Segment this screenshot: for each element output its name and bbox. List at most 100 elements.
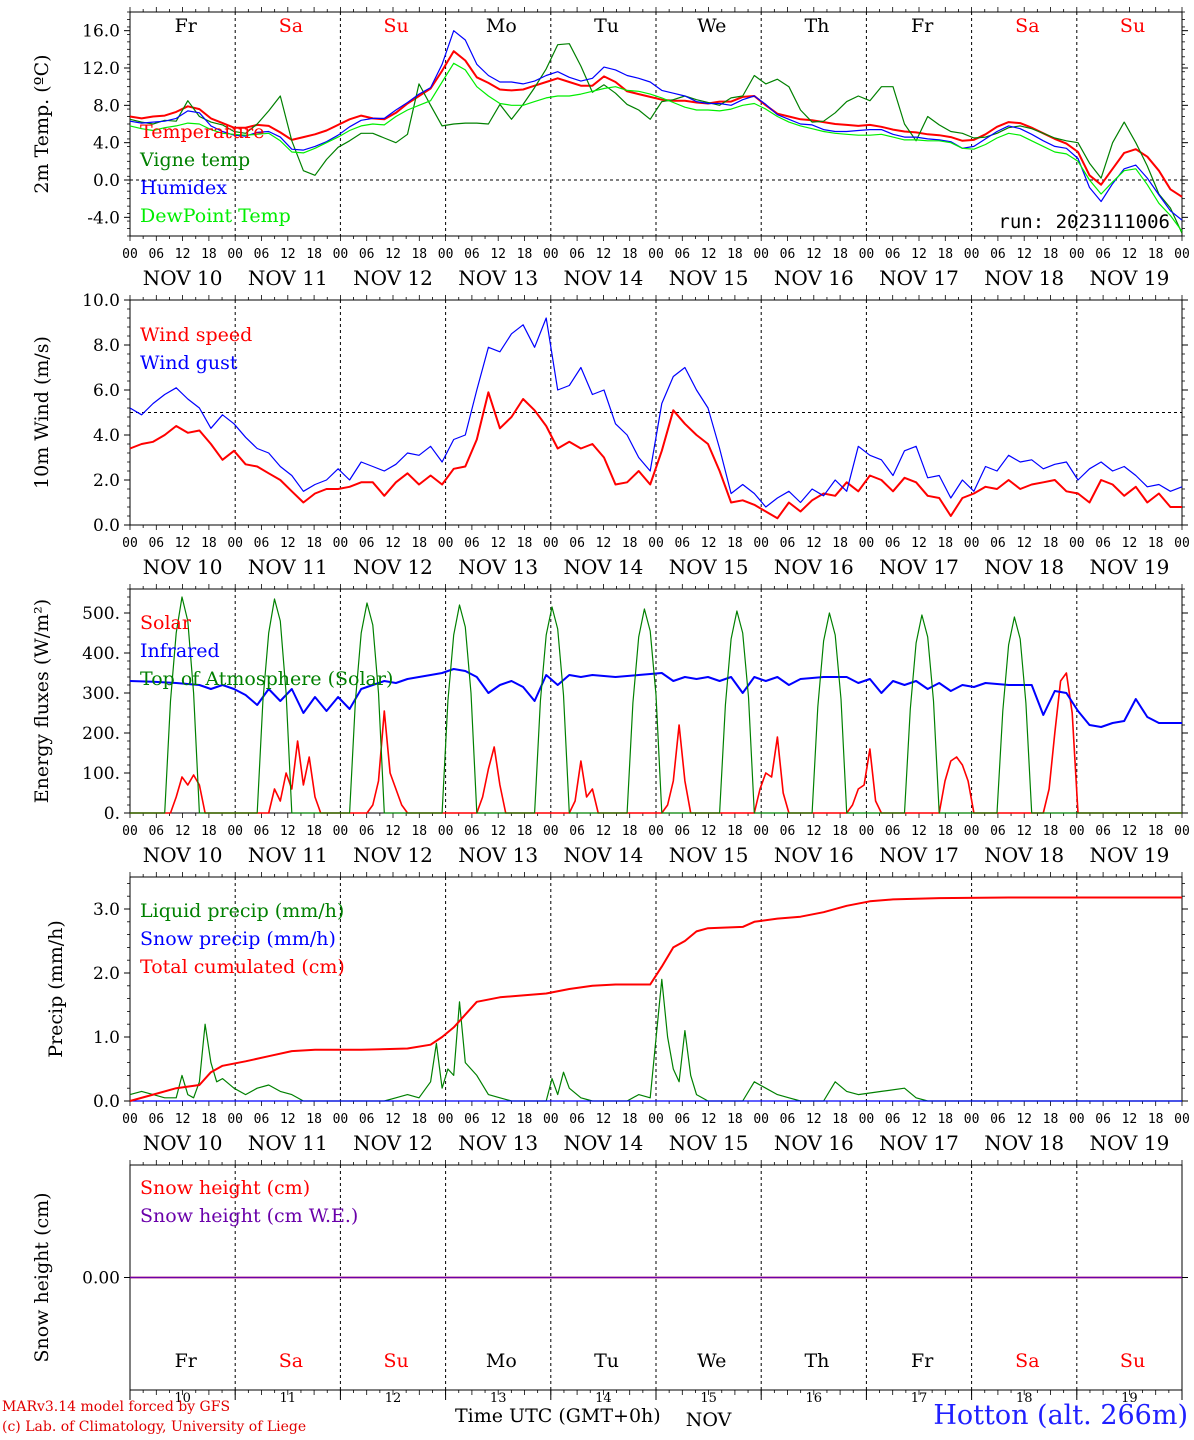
- date-label: NOV 10: [143, 266, 223, 290]
- hour-tick-label: 00: [1069, 1112, 1085, 1127]
- hour-tick-label: 18: [622, 247, 638, 262]
- hour-tick-label: 12: [280, 824, 296, 839]
- precip-legend-entry: Snow precip (mm/h): [140, 928, 336, 950]
- hour-tick-label: 12: [596, 1112, 612, 1127]
- hour-tick-label: 18: [622, 824, 638, 839]
- wind-ytick-label: 8.0: [93, 336, 120, 356]
- hour-tick-label: 00: [438, 1112, 454, 1127]
- hour-tick-label: 12: [1122, 536, 1138, 551]
- hour-tick-label: 06: [885, 824, 901, 839]
- weekday-label: Th: [804, 15, 829, 37]
- precip-series-line: [129, 978, 1182, 1102]
- hour-tick-label: 06: [1095, 247, 1111, 262]
- energy-ytick-label: 300.: [82, 684, 120, 704]
- hour-tick-label: 00: [227, 824, 243, 839]
- hour-tick-label: 00: [859, 247, 875, 262]
- hour-tick-label: 18: [411, 824, 427, 839]
- weekday-label: Fr: [911, 1350, 934, 1372]
- weekday-label: We: [697, 1350, 726, 1372]
- energy-ytick-label: 500.: [82, 604, 120, 624]
- precip-legend-entry: Liquid precip (mm/h): [140, 900, 344, 922]
- hour-tick-label: 12: [596, 247, 612, 262]
- temp-ytick-label: 12.0: [82, 59, 120, 79]
- weekday-label: Tu: [594, 15, 619, 37]
- temp-run-annotation: run: 2023111006: [998, 211, 1170, 233]
- weekday-label: Su: [384, 15, 409, 37]
- precip-legend-entry: Total cumulated (cm): [140, 956, 345, 978]
- weekday-label: Sa: [1015, 15, 1039, 37]
- precip-ytick-label: 3.0: [93, 900, 120, 920]
- hour-tick-label: 18: [306, 824, 322, 839]
- hour-tick-label: 00: [333, 824, 349, 839]
- hour-tick-label: 18: [1148, 247, 1164, 262]
- hour-tick-label: 00: [753, 824, 769, 839]
- wind-ytick-label: 10.0: [82, 291, 120, 311]
- hour-tick-label: 00: [543, 247, 559, 262]
- date-label: NOV 16: [774, 266, 854, 290]
- weekday-label: Fr: [175, 1350, 198, 1372]
- hour-tick-label: 00: [1174, 247, 1190, 262]
- hour-tick-label: 00: [648, 536, 664, 551]
- hour-tick-label: 12: [280, 536, 296, 551]
- temp-series-line: [129, 62, 1183, 232]
- hour-tick-label: 18: [1148, 536, 1164, 551]
- hour-tick-label: 18: [201, 1112, 217, 1127]
- model-credit: MARv3.14 model forced by GFS: [2, 1399, 231, 1415]
- hour-tick-label: 00: [1069, 247, 1085, 262]
- temp-legend-entry: Vigne temp: [139, 149, 250, 171]
- hour-tick-label: 00: [859, 824, 875, 839]
- hour-tick-label: 00: [227, 1112, 243, 1127]
- weekday-label: Su: [1120, 1350, 1145, 1372]
- hour-tick-label: 18: [832, 536, 848, 551]
- hour-tick-label: 06: [780, 247, 796, 262]
- snow-legend-entry: Snow height (cm W.E.): [140, 1205, 358, 1227]
- day-number: 17: [911, 1391, 928, 1406]
- month-label: NOV: [686, 1409, 732, 1431]
- snow-legend-entry: Snow height (cm): [140, 1177, 310, 1199]
- date-label: NOV 18: [984, 1131, 1064, 1155]
- x-axis-title: Time UTC (GMT+0h): [455, 1405, 661, 1427]
- hour-tick-label: 06: [780, 824, 796, 839]
- date-label: NOV 19: [1090, 555, 1170, 579]
- energy-legend-entry: Infrared: [140, 640, 220, 662]
- hour-tick-label: 06: [674, 247, 690, 262]
- date-label: NOV 10: [143, 843, 223, 867]
- hour-tick-label: 18: [832, 824, 848, 839]
- date-label: NOV 15: [669, 266, 749, 290]
- weekday-label: We: [697, 15, 726, 37]
- hour-tick-label: 00: [438, 247, 454, 262]
- date-label: NOV 19: [1090, 843, 1170, 867]
- hour-tick-label: 00: [227, 536, 243, 551]
- date-label: NOV 11: [248, 266, 328, 290]
- hour-tick-label: 12: [175, 247, 191, 262]
- day-number: 10: [174, 1391, 191, 1406]
- weekday-label: Sa: [1015, 1350, 1039, 1372]
- hour-tick-label: 18: [517, 536, 533, 551]
- hour-tick-label: 12: [280, 247, 296, 262]
- day-number: 12: [385, 1391, 402, 1406]
- hour-tick-label: 18: [411, 247, 427, 262]
- hour-tick-label: 06: [464, 247, 480, 262]
- day-number: 18: [1016, 1391, 1033, 1406]
- hour-tick-label: 12: [911, 247, 927, 262]
- snow-ylabel: Snow height (cm): [31, 1192, 53, 1362]
- date-label: NOV 18: [984, 266, 1064, 290]
- hour-tick-label: 00: [648, 1112, 664, 1127]
- hour-tick-label: 00: [333, 247, 349, 262]
- hour-tick-label: 00: [122, 824, 138, 839]
- hour-tick-label: 06: [464, 1112, 480, 1127]
- hour-tick-label: 12: [385, 536, 401, 551]
- date-label: NOV 14: [564, 266, 644, 290]
- wind-series-line: [129, 391, 1182, 520]
- hour-tick-label: 12: [1016, 824, 1032, 839]
- date-label: NOV 13: [458, 1131, 538, 1155]
- hour-tick-label: 06: [674, 536, 690, 551]
- date-label: NOV 10: [143, 555, 223, 579]
- wind-ylabel: 10m Wind (m/s): [31, 336, 53, 489]
- day-number: 15: [700, 1391, 717, 1406]
- hour-tick-label: 12: [385, 1112, 401, 1127]
- hour-tick-label: 18: [832, 247, 848, 262]
- date-label: NOV 12: [353, 843, 433, 867]
- hour-tick-label: 18: [727, 824, 743, 839]
- date-label: NOV 17: [879, 843, 959, 867]
